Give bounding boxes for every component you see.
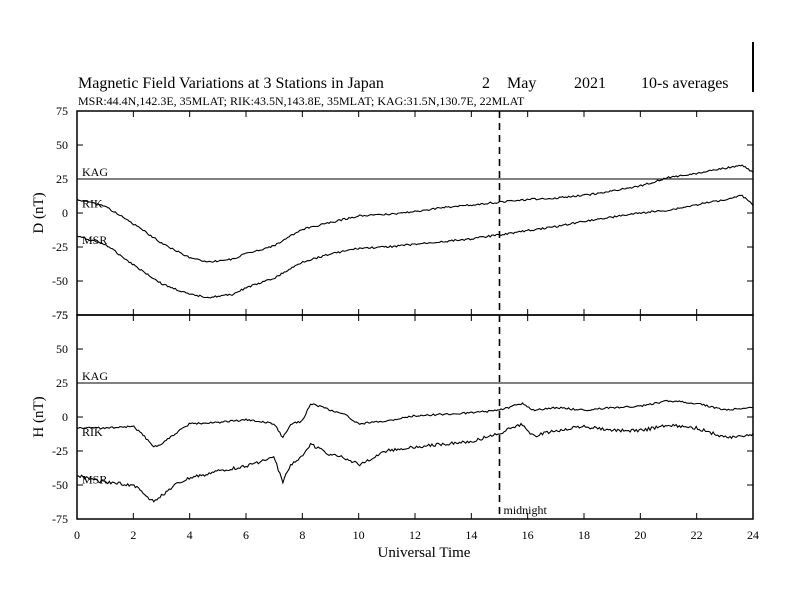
x-tick-label: 0: [74, 528, 80, 542]
y-tick-label: -50: [52, 478, 68, 492]
x-tick-label: 12: [409, 528, 421, 542]
x-tick-label: 20: [634, 528, 646, 542]
x-tick-label: 8: [299, 528, 305, 542]
date-year: 2021: [574, 75, 606, 92]
x-tick-label: 2: [130, 528, 136, 542]
series-label-msr: MSR: [82, 233, 107, 247]
panel-frame: [76, 110, 754, 316]
y-tick-label: 75: [56, 308, 68, 322]
y-tick-label: -75: [52, 512, 68, 526]
series-msr-line: [76, 194, 754, 299]
series-label-kag: KAG: [82, 165, 108, 179]
averaging-label: 10-s averages: [641, 75, 729, 92]
series-label-rik: RIK: [82, 425, 103, 439]
y-axis-label: D (nT): [31, 192, 47, 233]
x-tick-label: 6: [243, 528, 249, 542]
chart-title: Magnetic Field Variations at 3 Stations …: [78, 75, 384, 92]
x-tick-label: 24: [747, 528, 759, 542]
series-label-kag: KAG: [82, 369, 108, 383]
panel-frame: [76, 314, 754, 520]
x-tick-label: 10: [353, 528, 365, 542]
y-tick-label: 75: [56, 104, 68, 118]
stations-subtitle: MSR:44.4N,142.3E, 35MLAT; RIK:43.5N,143.…: [78, 94, 525, 108]
x-tick-label: 16: [522, 528, 534, 542]
x-axis-label: Universal Time: [378, 545, 471, 561]
y-tick-label: -25: [52, 444, 68, 458]
series-label-rik: RIK: [82, 196, 103, 210]
midnight-label: midnight: [504, 503, 548, 517]
y-tick-label: 25: [56, 376, 68, 390]
y-tick-label: 50: [56, 138, 68, 152]
series-label-msr: MSR: [82, 472, 107, 486]
x-tick-label: 22: [691, 528, 703, 542]
x-tick-label: 4: [187, 528, 193, 542]
x-tick-label: 14: [465, 528, 477, 542]
date-month: May: [507, 75, 536, 92]
panel-h: 75 50 25 0 -25 -50 -75 H (nT) KAG RIK MSR: [31, 308, 754, 526]
y-tick-label: -75: [52, 308, 68, 322]
y-tick-label: 0: [62, 410, 68, 424]
x-tick-label: 18: [578, 528, 590, 542]
series-rik-line: [76, 164, 754, 263]
series-msr-line: [76, 422, 754, 503]
panel-d: 75 50 25 0 -25 -50 -75 D (nT) KAG RIK MSR: [31, 104, 754, 322]
y-tick-label: -50: [52, 274, 68, 288]
y-axis-label: H (nT): [31, 396, 47, 437]
y-tick-label: 50: [56, 342, 68, 356]
y-tick-label: -25: [52, 240, 68, 254]
x-axis: 0 2 4 6 8 10 12 14 16 18 20 22 24: [74, 111, 759, 542]
series-rik-line: [76, 399, 754, 448]
y-tick-label: 0: [62, 206, 68, 220]
date-day: 2: [482, 75, 490, 92]
y-tick-label: 25: [56, 172, 68, 186]
